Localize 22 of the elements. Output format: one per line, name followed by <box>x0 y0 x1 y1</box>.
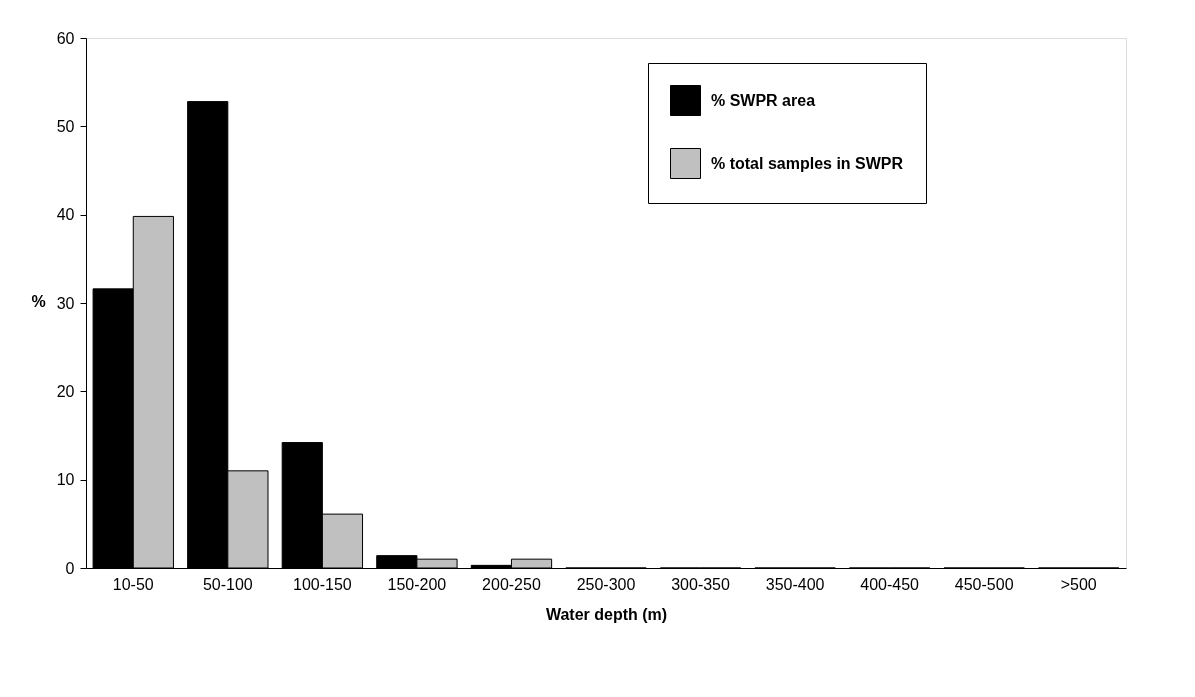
x-tick-label: 250-300 <box>576 575 636 593</box>
x-tick-label: 450-500 <box>954 575 1014 593</box>
y-tick-label: 50 <box>56 117 75 135</box>
x-tick-label: 400-450 <box>860 575 920 593</box>
x-tick-label: 300-350 <box>671 575 731 593</box>
x-tick-label: >500 <box>1060 575 1097 593</box>
y-tick-label: 40 <box>56 206 75 224</box>
x-axis-title: Water depth (m) <box>545 605 668 623</box>
y-tick-label: 60 <box>56 29 75 47</box>
x-tick-label: 10-50 <box>112 575 154 593</box>
legend-label: % SWPR area <box>711 91 816 109</box>
x-tick-label: 200-250 <box>482 575 541 593</box>
x-tick-label: 150-200 <box>387 575 447 593</box>
x-tick-label: 100-150 <box>293 575 352 593</box>
y-tick-label: 0 <box>65 559 75 577</box>
y-tick-label: 30 <box>56 294 75 312</box>
x-tick-label: 50-100 <box>202 575 253 593</box>
y-tick-label: 10 <box>56 471 75 489</box>
legend-label: % total samples in SWPR <box>711 154 904 172</box>
y-tick-label: 20 <box>56 382 75 400</box>
x-tick-label: 350-400 <box>765 575 825 593</box>
y-axis-title: % <box>31 292 46 310</box>
